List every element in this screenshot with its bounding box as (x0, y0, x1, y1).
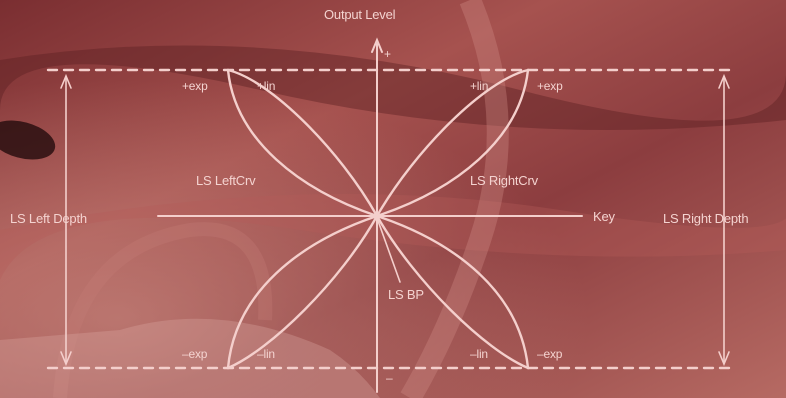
bottom-left-exp-label: –exp (182, 347, 208, 361)
breakpoint-dot (373, 212, 381, 220)
bottom-left-lin-label: –lin (257, 347, 275, 361)
output-level-label: Output Level (324, 7, 396, 22)
left-curve-minus-lin (226, 214, 379, 370)
right-curve-label: LS RightCrv (470, 173, 538, 188)
right-curve-plus-lin (375, 68, 530, 218)
right-curve-minus-lin (375, 214, 530, 370)
top-right-lin-label: +lin (470, 79, 489, 93)
right-curve-minus-exp (375, 214, 530, 370)
left-curve-plus-exp (226, 68, 379, 218)
left-curve-minus-exp (226, 214, 379, 370)
right-curve-plus-exp (375, 68, 530, 218)
y-plus-sign: + (384, 47, 391, 61)
breakpoint-pointer (376, 217, 401, 283)
right-depth-label: LS Right Depth (663, 211, 749, 226)
bottom-right-lin-label: –lin (470, 347, 488, 361)
left-curve-label: LS LeftCrv (196, 173, 256, 188)
y-minus-sign: – (386, 371, 393, 385)
key-axis-label: Key (593, 209, 615, 224)
top-right-exp-label: +exp (537, 79, 563, 93)
top-left-exp-label: +exp (182, 79, 208, 93)
left-curve-plus-lin (226, 68, 379, 218)
breakpoint-label: LS BP (388, 287, 424, 302)
bottom-right-exp-label: –exp (537, 347, 563, 361)
top-left-lin-label: +lin (257, 79, 276, 93)
left-depth-label: LS Left Depth (10, 211, 87, 226)
output-level-axis-arrow (371, 37, 383, 53)
